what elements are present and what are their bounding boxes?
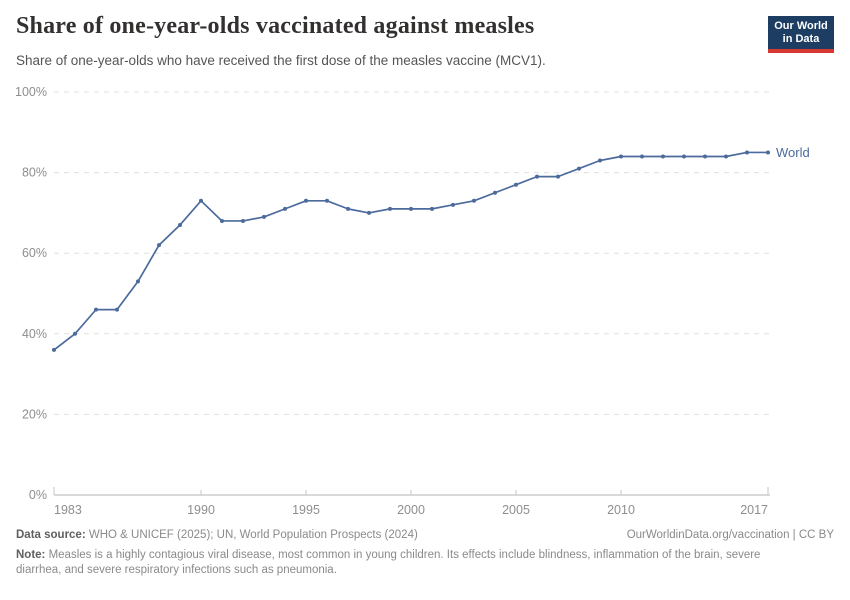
y-axis-tick-label: 0% — [29, 488, 47, 502]
y-axis-tick-label: 60% — [22, 246, 47, 260]
y-axis-tick-label: 100% — [15, 85, 47, 99]
x-axis-tick-label: 2017 — [740, 503, 768, 517]
owid-logo-text: Our World in Data — [768, 16, 834, 49]
series-label-world[interactable]: World — [776, 145, 810, 160]
data-point[interactable] — [115, 307, 119, 312]
data-point[interactable] — [73, 331, 77, 336]
data-point[interactable] — [409, 206, 413, 211]
data-point[interactable] — [304, 198, 308, 203]
x-axis-tick-label: 1983 — [54, 503, 82, 517]
data-point[interactable] — [514, 182, 518, 187]
data-point[interactable] — [325, 198, 329, 203]
data-point[interactable] — [724, 154, 728, 159]
data-point[interactable] — [199, 198, 203, 203]
data-point[interactable] — [556, 174, 560, 179]
owid-logo[interactable]: Our World in Data — [768, 16, 834, 53]
data-point[interactable] — [640, 154, 644, 159]
data-source-text: WHO & UNICEF (2025); UN, World Populatio… — [85, 529, 418, 541]
data-point[interactable] — [283, 206, 287, 211]
x-axis-tick-label: 2000 — [397, 503, 425, 517]
data-point[interactable] — [451, 202, 455, 207]
chart-note: Note: Measles is a highly contagious vir… — [16, 548, 806, 578]
data-point[interactable] — [220, 218, 224, 223]
data-point[interactable] — [619, 154, 623, 159]
data-point[interactable] — [703, 154, 707, 159]
data-point[interactable] — [367, 210, 371, 215]
data-point[interactable] — [661, 154, 665, 159]
x-axis-tick-label: 1995 — [292, 503, 320, 517]
data-point[interactable] — [535, 174, 539, 179]
data-point[interactable] — [388, 206, 392, 211]
page-title: Share of one-year-olds vaccinated agains… — [16, 13, 535, 39]
data-point[interactable] — [157, 243, 161, 248]
chart-subtitle: Share of one-year-olds who have received… — [16, 53, 546, 68]
data-source-label: Data source: — [16, 529, 86, 541]
y-axis-tick-label: 40% — [22, 327, 47, 341]
data-point[interactable] — [136, 279, 140, 284]
data-point[interactable] — [598, 158, 602, 163]
data-point[interactable] — [178, 222, 182, 227]
note-text: Measles is a highly contagious viral dis… — [16, 549, 761, 576]
license-link[interactable]: OurWorldinData.org/vaccination | CC BY — [626, 529, 834, 541]
x-axis-tick-label: 1990 — [187, 503, 215, 517]
data-point[interactable] — [577, 166, 581, 171]
data-point[interactable] — [346, 206, 350, 211]
data-point[interactable] — [493, 190, 497, 195]
data-point[interactable] — [94, 307, 98, 312]
series-line-world — [53, 151, 769, 351]
data-point[interactable] — [430, 206, 434, 211]
data-point[interactable] — [262, 214, 266, 219]
y-axis-tick-label: 20% — [22, 407, 47, 421]
x-axis-tick-label: 2010 — [607, 503, 635, 517]
data-point[interactable] — [52, 347, 56, 352]
data-point[interactable] — [745, 150, 749, 155]
chart-footer: Data source: WHO & UNICEF (2025); UN, Wo… — [16, 529, 834, 578]
data-point[interactable] — [472, 198, 476, 203]
owid-logo-redbar — [768, 49, 834, 53]
data-source: Data source: WHO & UNICEF (2025); UN, Wo… — [16, 529, 418, 541]
note-label: Note: — [16, 549, 46, 561]
data-point[interactable] — [682, 154, 686, 159]
chart-svg[interactable]: 0% 20% 40% 60% 80% 100% 1983 1990 1995 2000 2005 20… — [0, 80, 850, 530]
x-axis-tick-label: 2005 — [502, 503, 530, 517]
data-point[interactable] — [241, 218, 245, 223]
y-axis-tick-label: 80% — [22, 166, 47, 180]
data-point[interactable] — [766, 150, 770, 155]
